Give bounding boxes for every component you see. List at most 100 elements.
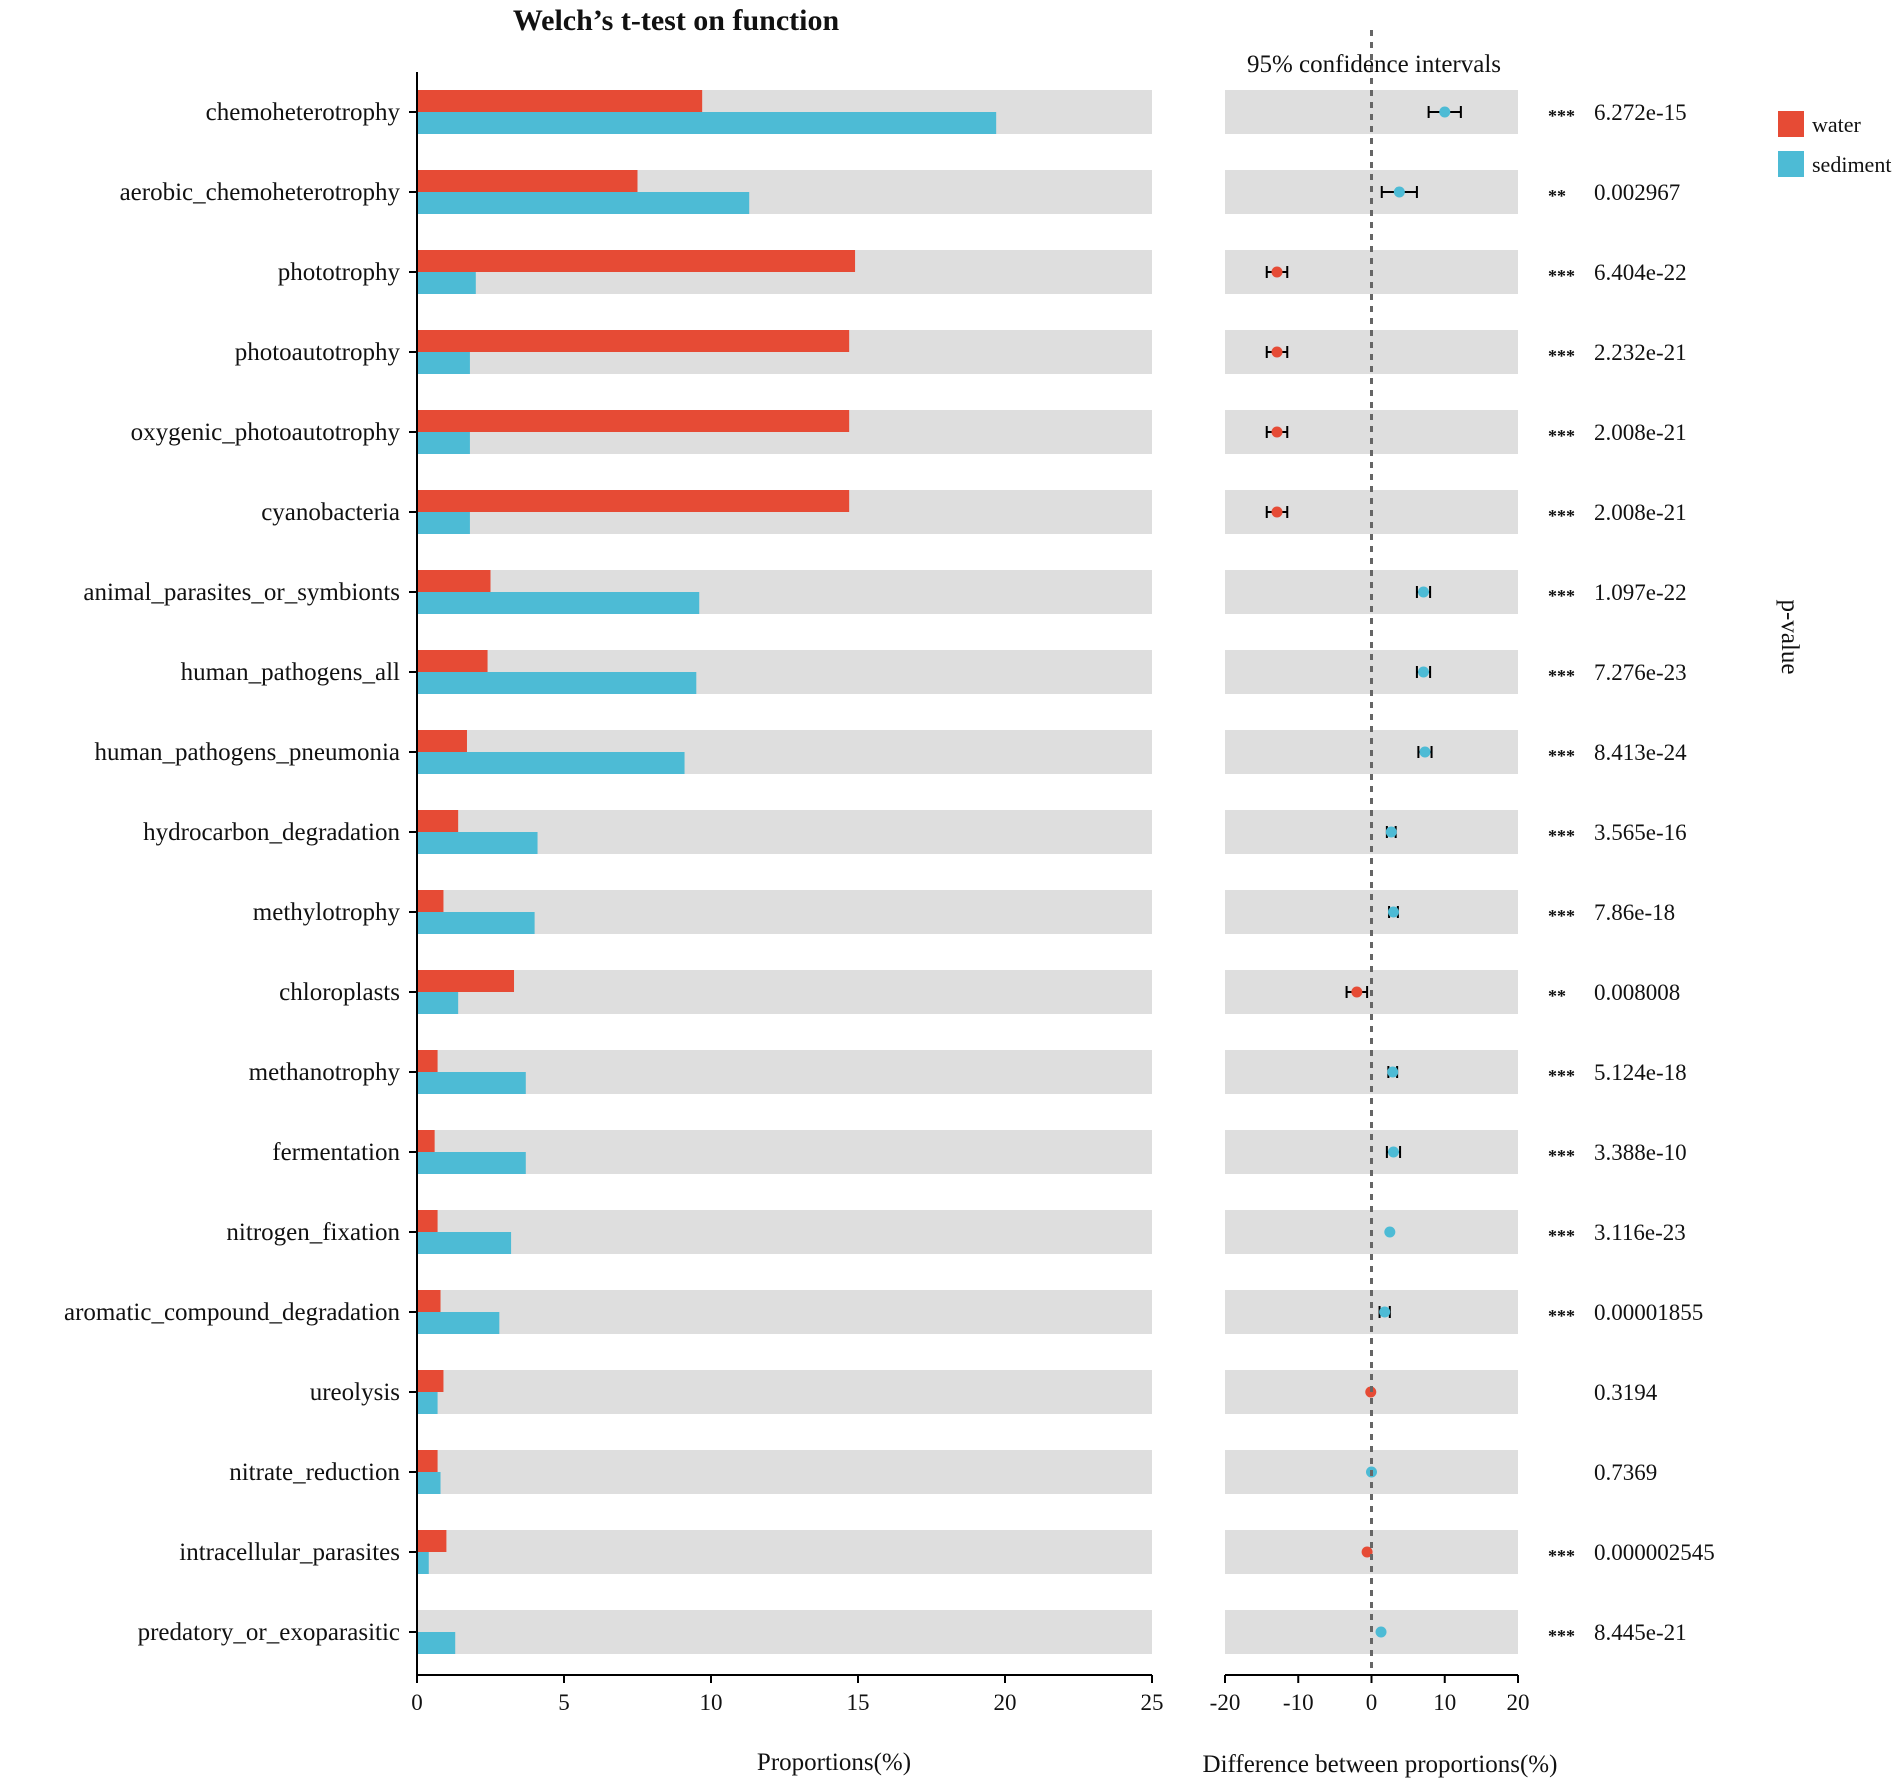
significance-aerobic_chemoheterotrophy: **: [1548, 186, 1566, 206]
x-tick-label-proportions-5: 5: [558, 1690, 570, 1715]
difference-points: [1265, 106, 1462, 1638]
p-value-oxygenic_photoautotrophy: 2.008e-21: [1594, 420, 1687, 445]
bar-water-human_pathogens_all: [417, 650, 488, 672]
x-tick-label-proportions-10: 10: [700, 1690, 723, 1715]
diff-point-chemoheterotrophy: [1439, 106, 1451, 118]
p-value-chemoheterotrophy: 6.272e-15: [1594, 100, 1687, 125]
category-label-human_pathogens_all: human_pathogens_all: [181, 659, 400, 686]
significance-cyanobacteria: ***: [1548, 506, 1575, 526]
x-tick-label-proportions-0: 0: [411, 1690, 423, 1715]
p-value-cyanobacteria: 2.008e-21: [1594, 500, 1687, 525]
diff-point-predatory_or_exoparasitic: [1375, 1626, 1387, 1638]
x-tick-label-difference-10: 10: [1433, 1690, 1456, 1715]
category-label-animal_parasites_or_symbionts: animal_parasites_or_symbionts: [83, 579, 400, 606]
band-left-intracellular_parasites: [417, 1530, 1152, 1574]
p-value-chloroplasts: 0.008008: [1594, 980, 1680, 1005]
x-tick-label-proportions-25: 25: [1141, 1690, 1164, 1715]
p-value-human_pathogens_pneumonia: 8.413e-24: [1594, 740, 1687, 765]
p-value-methanotrophy: 5.124e-18: [1594, 1060, 1687, 1085]
p-value-aerobic_chemoheterotrophy: 0.002967: [1594, 180, 1680, 205]
significance-chemoheterotrophy: ***: [1548, 106, 1575, 126]
bar-sediment-fermentation: [417, 1152, 526, 1174]
diff-point-human_pathogens_all: [1418, 666, 1430, 678]
category-label-intracellular_parasites: intracellular_parasites: [179, 1539, 400, 1566]
band-left-hydrocarbon_degradation: [417, 810, 1152, 854]
significance-predatory_or_exoparasitic: ***: [1548, 1626, 1575, 1646]
diff-point-ureolysis: [1365, 1386, 1377, 1398]
x-tick-label-difference--10: -10: [1283, 1690, 1314, 1715]
band-left-nitrogen_fixation: [417, 1210, 1152, 1254]
bar-water-methanotrophy: [417, 1050, 438, 1072]
x-tick-label-difference-20: 20: [1507, 1690, 1530, 1715]
bar-water-oxygenic_photoautotrophy: [417, 410, 850, 432]
p-value-human_pathogens_all: 7.276e-23: [1594, 660, 1687, 685]
bar-sediment-cyanobacteria: [417, 512, 470, 534]
bar-sediment-phototrophy: [417, 272, 476, 294]
bar-sediment-oxygenic_photoautotrophy: [417, 432, 470, 454]
legend-swatch-water: [1778, 111, 1804, 137]
background-bands: [417, 90, 1518, 1654]
bar-water-intracellular_parasites: [417, 1530, 447, 1552]
diff-point-nitrogen_fixation: [1384, 1226, 1396, 1238]
category-label-oxygenic_photoautotrophy: oxygenic_photoautotrophy: [131, 419, 401, 446]
category-label-aromatic_compound_degradation: aromatic_compound_degradation: [64, 1299, 400, 1326]
category-label-photoautotrophy: photoautotrophy: [235, 339, 401, 366]
bar-sediment-aromatic_compound_degradation: [417, 1312, 500, 1334]
category-label-nitrogen_fixation: nitrogen_fixation: [226, 1219, 400, 1246]
significance-aromatic_compound_degradation: ***: [1548, 1306, 1575, 1326]
legend-swatch-sediment: [1778, 151, 1804, 177]
band-left-methanotrophy: [417, 1050, 1152, 1094]
bar-sediment-aerobic_chemoheterotrophy: [417, 192, 750, 214]
bar-water-animal_parasites_or_symbionts: [417, 570, 491, 592]
p-value-predatory_or_exoparasitic: 8.445e-21: [1594, 1620, 1687, 1645]
band-left-predatory_or_exoparasitic: [417, 1610, 1152, 1654]
diff-point-hydrocarbon_degradation: [1385, 826, 1397, 838]
bar-sediment-photoautotrophy: [417, 352, 470, 374]
bar-water-human_pathogens_pneumonia: [417, 730, 467, 752]
p-value-ureolysis: 0.3194: [1594, 1380, 1658, 1405]
bar-sediment-animal_parasites_or_symbionts: [417, 592, 700, 614]
bar-water-photoautotrophy: [417, 330, 850, 352]
bar-water-nitrate_reduction: [417, 1450, 438, 1472]
bar-sediment-methylotrophy: [417, 912, 535, 934]
category-label-methylotrophy: methylotrophy: [253, 899, 401, 926]
bar-water-aerobic_chemoheterotrophy: [417, 170, 638, 192]
category-label-aerobic_chemoheterotrophy: aerobic_chemoheterotrophy: [120, 179, 401, 206]
significance-nitrogen_fixation: ***: [1548, 1226, 1575, 1246]
category-label-ureolysis: ureolysis: [310, 1379, 400, 1406]
p-value-axis-label: p-value: [1776, 600, 1803, 675]
category-label-predatory_or_exoparasitic: predatory_or_exoparasitic: [138, 1619, 400, 1646]
axes: 0 5 10 15 20 25 -20 -10 0 10 20: [409, 30, 1530, 1715]
category-label-cyanobacteria: cyanobacteria: [261, 499, 400, 526]
bar-water-phototrophy: [417, 250, 856, 272]
diff-point-methylotrophy: [1387, 906, 1399, 918]
bar-sediment-human_pathogens_all: [417, 672, 697, 694]
category-label-human_pathogens_pneumonia: human_pathogens_pneumonia: [95, 739, 401, 766]
p-value-photoautotrophy: 2.232e-21: [1594, 340, 1687, 365]
bar-sediment-ureolysis: [417, 1392, 438, 1414]
bar-sediment-chemoheterotrophy: [417, 112, 997, 134]
significance-animal_parasites_or_symbionts: ***: [1548, 586, 1575, 606]
diff-point-phototrophy: [1271, 266, 1283, 278]
bar-sediment-nitrate_reduction: [417, 1472, 441, 1494]
category-labels: chemoheterotrophy aerobic_chemoheterotrop…: [64, 99, 400, 1646]
p-value-nitrogen_fixation: 3.116e-23: [1594, 1220, 1686, 1245]
band-left-fermentation: [417, 1130, 1152, 1174]
significance-chloroplasts: **: [1548, 986, 1566, 1006]
significance-hydrocarbon_degradation: ***: [1548, 826, 1575, 846]
p-value-fermentation: 3.388e-10: [1594, 1140, 1687, 1165]
x-tick-label-proportions-20: 20: [994, 1690, 1017, 1715]
bar-sediment-nitrogen_fixation: [417, 1232, 512, 1254]
p-value-hydrocarbon_degradation: 3.565e-16: [1594, 820, 1687, 845]
band-left-nitrate_reduction: [417, 1450, 1152, 1494]
bar-water-methylotrophy: [417, 890, 444, 912]
x-tick-label-difference-0: 0: [1366, 1690, 1378, 1715]
significance-human_pathogens_all: ***: [1548, 666, 1575, 686]
diff-point-methanotrophy: [1387, 1066, 1399, 1078]
bar-sediment-predatory_or_exoparasitic: [417, 1632, 456, 1654]
significance-intracellular_parasites: ***: [1548, 1546, 1575, 1566]
diff-point-human_pathogens_pneumonia: [1419, 746, 1431, 758]
diff-point-animal_parasites_or_symbionts: [1418, 586, 1430, 598]
category-label-phototrophy: phototrophy: [278, 259, 401, 286]
